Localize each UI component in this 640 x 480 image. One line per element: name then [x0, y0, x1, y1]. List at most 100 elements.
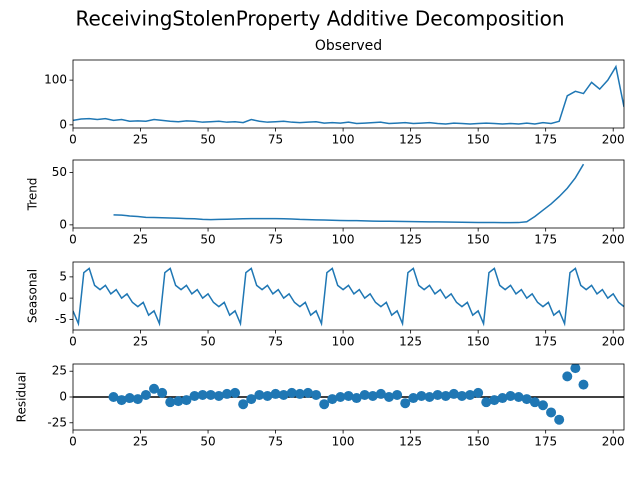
- axes-frame: [72, 159, 625, 229]
- data-point: [529, 397, 540, 408]
- data-point: [562, 371, 573, 382]
- x-tick-label: 175: [534, 233, 557, 247]
- data-point: [262, 390, 273, 401]
- data-point: [578, 379, 589, 390]
- y-tick-label: 0: [59, 390, 67, 404]
- data-point: [246, 394, 257, 405]
- data-point: [302, 387, 313, 398]
- data-point: [384, 392, 395, 402]
- data-point: [424, 392, 435, 402]
- data-point: [359, 389, 370, 400]
- data-point: [270, 388, 281, 399]
- x-tick-label: 100: [332, 133, 355, 147]
- x-tick-label: 75: [268, 335, 283, 349]
- x-tick-label: 150: [467, 435, 490, 449]
- y-tick-label: -5: [55, 312, 67, 326]
- data-point: [537, 400, 548, 411]
- x-tick-label: 75: [268, 233, 283, 247]
- data-point: [489, 395, 500, 406]
- data-point: [294, 388, 305, 399]
- x-tick-label: 0: [69, 233, 77, 247]
- data-point: [481, 397, 492, 408]
- data-point: [375, 388, 386, 399]
- x-tick-label: 75: [268, 435, 283, 449]
- figure-title: ReceivingStolenProperty Additive Decompo…: [75, 7, 564, 31]
- data-point: [286, 387, 297, 398]
- data-line: [73, 64, 624, 125]
- data-point: [416, 390, 427, 401]
- data-point: [497, 393, 508, 404]
- x-tick-label: 0: [69, 133, 77, 147]
- x-tick-label: 50: [200, 435, 215, 449]
- data-point: [254, 389, 265, 400]
- data-point: [173, 396, 184, 407]
- data-point: [221, 388, 232, 399]
- data-point: [456, 390, 467, 401]
- data-line: [113, 163, 585, 224]
- y-tick-label: 50: [52, 165, 67, 179]
- y-tick-label: 0: [59, 117, 67, 131]
- data-point: [157, 387, 168, 398]
- data-point: [505, 390, 516, 401]
- y-tick-label: 0: [59, 217, 67, 231]
- data-point: [213, 390, 224, 401]
- axes-frame: [72, 59, 625, 129]
- x-tick-label: 100: [332, 233, 355, 247]
- axes-frame: [72, 261, 625, 331]
- data-point: [432, 389, 443, 400]
- x-tick-label: 125: [399, 233, 422, 247]
- data-point: [311, 389, 322, 400]
- x-tick-label: 25: [133, 133, 148, 147]
- data-point: [521, 394, 532, 405]
- data-point: [546, 407, 557, 418]
- x-tick-label: 125: [399, 133, 422, 147]
- y-axis-label: Trend: [26, 178, 40, 212]
- x-tick-label: 175: [534, 133, 557, 147]
- data-point: [165, 397, 176, 408]
- data-point: [149, 383, 160, 394]
- x-tick-label: 25: [133, 233, 148, 247]
- y-axis-label: Residual: [15, 372, 29, 423]
- data-point: [554, 414, 565, 425]
- data-point: [335, 392, 346, 402]
- x-tick-label: 175: [534, 335, 557, 349]
- data-point: [197, 389, 208, 400]
- data-point: [448, 388, 459, 399]
- data-point: [140, 389, 151, 400]
- data-point: [465, 389, 476, 400]
- axes-frame: [72, 363, 625, 431]
- data-point: [116, 395, 127, 406]
- x-tick-label: 200: [602, 133, 625, 147]
- y-tick-label: 5: [59, 269, 67, 283]
- data-point: [343, 390, 354, 401]
- data-point: [327, 394, 338, 405]
- data-point: [278, 389, 289, 400]
- data-point: [367, 390, 378, 401]
- data-point: [570, 364, 581, 374]
- x-tick-label: 25: [133, 435, 148, 449]
- x-tick-label: 100: [332, 335, 355, 349]
- x-tick-label: 125: [399, 435, 422, 449]
- y-tick-label: 100: [44, 73, 67, 87]
- data-line: [73, 267, 624, 327]
- data-point: [124, 393, 135, 404]
- data-point: [400, 398, 411, 409]
- x-tick-label: 50: [200, 133, 215, 147]
- data-point: [189, 390, 200, 401]
- x-tick-label: 150: [467, 335, 490, 349]
- x-tick-label: 50: [200, 335, 215, 349]
- x-tick-label: 75: [268, 133, 283, 147]
- y-tick-label: 25: [52, 364, 67, 378]
- data-point: [230, 387, 241, 398]
- y-tick-label: 0: [59, 291, 67, 305]
- x-tick-label: 0: [69, 335, 77, 349]
- y-tick-label: -25: [47, 415, 67, 429]
- data-point: [408, 393, 419, 404]
- x-tick-label: 200: [602, 233, 625, 247]
- x-tick-label: 25: [133, 335, 148, 349]
- x-tick-label: 150: [467, 133, 490, 147]
- x-tick-label: 100: [332, 435, 355, 449]
- y-axis-label: Seasonal: [26, 269, 40, 323]
- data-point: [181, 395, 192, 406]
